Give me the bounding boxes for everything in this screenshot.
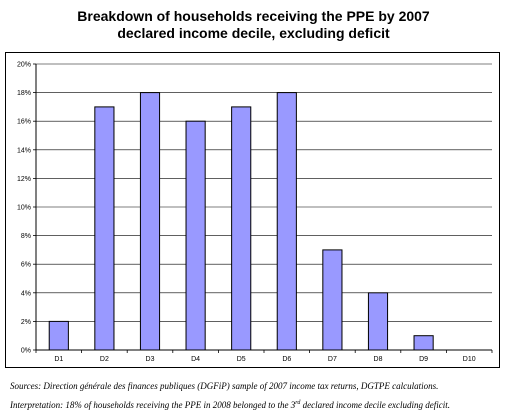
x-tick-label-d7: D7 (328, 356, 337, 363)
x-tick-label-d6: D6 (282, 356, 291, 363)
interpretation-note: Interpretation: 18% of households receiv… (10, 396, 500, 415)
x-tick-label-d1: D1 (54, 356, 63, 363)
bar-d8 (367, 292, 389, 351)
y-tick-label-0: 0% (21, 348, 31, 355)
chart-title-line-2: declared income decile, excluding defici… (117, 25, 390, 41)
tick-labels: 0% 2% 4% 6% 8% 10% 12% 14% 16% 18% 20% D1 D2 D3 D4 D5 D6… (17, 62, 476, 364)
x-tick-label-d9: D9 (419, 356, 428, 363)
bar-d5 (231, 106, 252, 351)
bar-chart: 0% 2% 4% 6% 8% 10% 12% 14% 16% 18% 20% D1 D2 D3 D4 D5 D6… (17, 62, 493, 364)
bar-d3 (139, 92, 161, 351)
x-tick-label-d5: D5 (237, 356, 246, 363)
y-tick-label-9: 18% (17, 90, 31, 97)
y-tick-label-2: 4% (21, 290, 31, 297)
sources-note: Sources: Direction générale des finances… (10, 381, 439, 391)
y-tick-label-8: 16% (17, 119, 31, 126)
chart-title: Breakdown of households receiving the PP… (0, 8, 507, 42)
chart-frame (5, 52, 500, 368)
axes (33, 63, 493, 353)
y-tick-label-5: 10% (17, 205, 31, 212)
interpretation-text-end: declared income decile excluding deficit… (300, 400, 451, 410)
bar-d1 (48, 320, 69, 351)
y-tick-label-1: 2% (21, 319, 31, 326)
interpretation-text: Interpretation: 18% of households receiv… (10, 400, 296, 410)
bar-d7 (322, 249, 343, 351)
x-tick-label-d3: D3 (146, 356, 155, 363)
x-tick-label-d4: D4 (191, 356, 200, 363)
chart-notes: Sources: Direction générale des finances… (10, 377, 500, 415)
y-tick-label-3: 6% (21, 262, 31, 269)
bar-d2 (94, 106, 115, 351)
y-tick-label-6: 12% (17, 176, 31, 183)
bar-d4 (185, 120, 206, 351)
x-tick-label-d10: D10 (463, 356, 476, 363)
bar-d6 (276, 92, 297, 351)
bars (48, 92, 434, 351)
y-tick-label-7: 14% (17, 147, 31, 154)
x-tick-label-d2: D2 (100, 356, 109, 363)
chart-title-line-1: Breakdown of households receiving the PP… (77, 8, 430, 24)
y-tick-label-10: 20% (17, 62, 31, 69)
x-tick-label-d8: D8 (374, 356, 383, 363)
interpretation-superscript: rd (295, 400, 301, 406)
y-tick-label-4: 8% (21, 233, 31, 240)
bar-d9 (413, 335, 434, 351)
